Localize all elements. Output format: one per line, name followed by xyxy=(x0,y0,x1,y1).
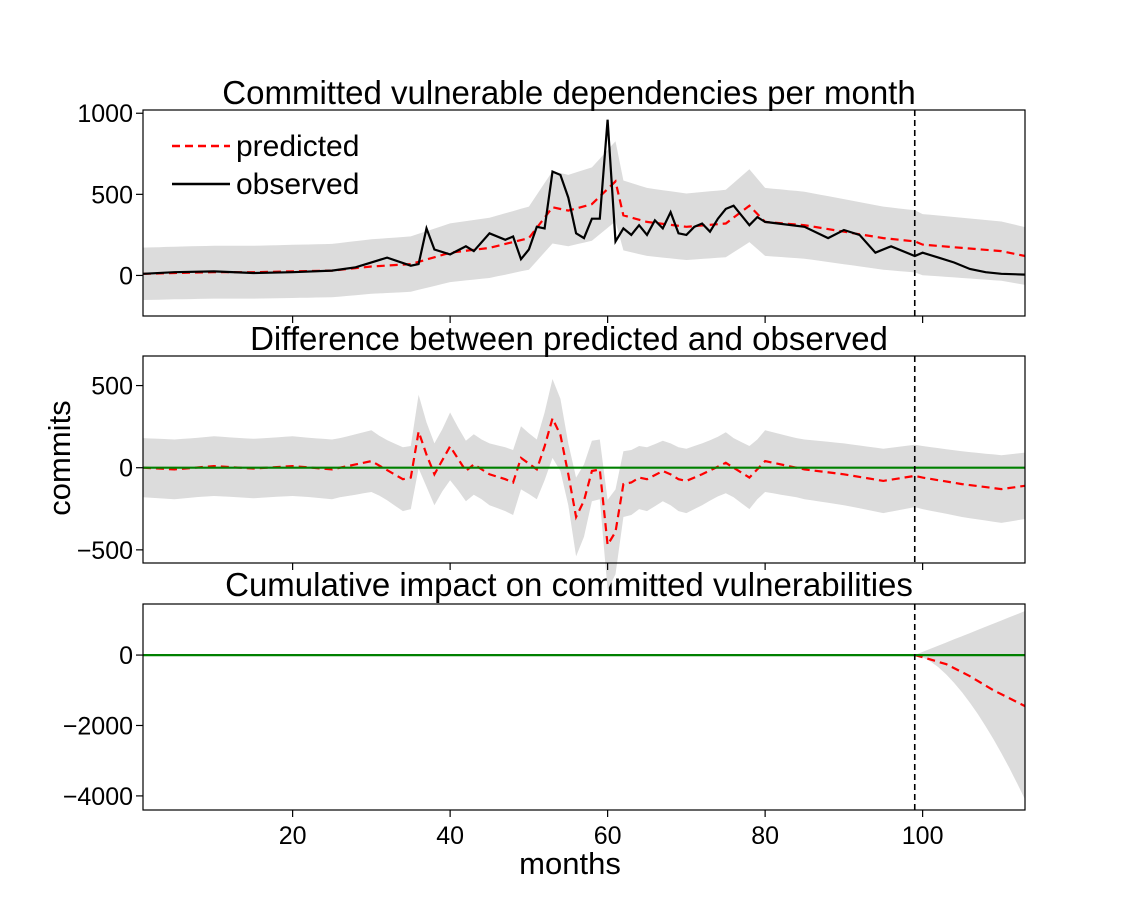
series-observed-line xyxy=(142,119,1026,276)
panel-1-title: Committed vulnerable dependencies per mo… xyxy=(222,74,915,111)
y-tick-label: −500 xyxy=(77,537,133,565)
y-tick-label: −2000 xyxy=(63,712,133,740)
x-tick-label: 80 xyxy=(751,822,779,850)
y-tick-label: 500 xyxy=(91,181,133,209)
legend-observed-label: observed xyxy=(236,168,359,201)
y-tick-label: 500 xyxy=(91,373,133,401)
panel-vulnerable-per-month: 0 500 1000 xyxy=(77,100,1026,323)
x-tick-label: 100 xyxy=(902,822,944,850)
y-tick-label: 0 xyxy=(119,642,133,670)
confidence-band xyxy=(914,611,1025,800)
confidence-band xyxy=(143,141,1025,300)
panel-difference: −500 0 500 xyxy=(77,355,1026,590)
x-tick-labels: 20 40 60 80 100 xyxy=(279,822,944,850)
panel-3-title: Cumulative impact on committed vulnerabi… xyxy=(225,566,913,603)
series-difference-line xyxy=(142,415,1026,549)
x-axis-label: months xyxy=(519,846,621,881)
legend: predicted observed xyxy=(172,130,359,201)
axes-frame xyxy=(142,603,1026,811)
y-tick-label: 1000 xyxy=(77,100,133,128)
panel-cumulative: 0 −2000 −4000 xyxy=(63,603,1026,817)
legend-predicted-label: predicted xyxy=(236,130,359,163)
panel-2-title: Difference between predicted and observe… xyxy=(250,320,888,357)
y-tick-label: −4000 xyxy=(63,783,133,811)
axes-frame xyxy=(142,109,1026,317)
series-cumulative-line xyxy=(914,654,1026,708)
confidence-band xyxy=(143,379,1025,590)
axes-frame xyxy=(142,355,1026,564)
y-axis-label: commits xyxy=(42,400,77,515)
x-tick-label: 20 xyxy=(279,822,307,850)
y-tick-label: 0 xyxy=(119,455,133,483)
x-tick-label: 60 xyxy=(594,822,622,850)
x-tick-label: 40 xyxy=(436,822,464,850)
y-tick-label: 0 xyxy=(119,262,133,290)
